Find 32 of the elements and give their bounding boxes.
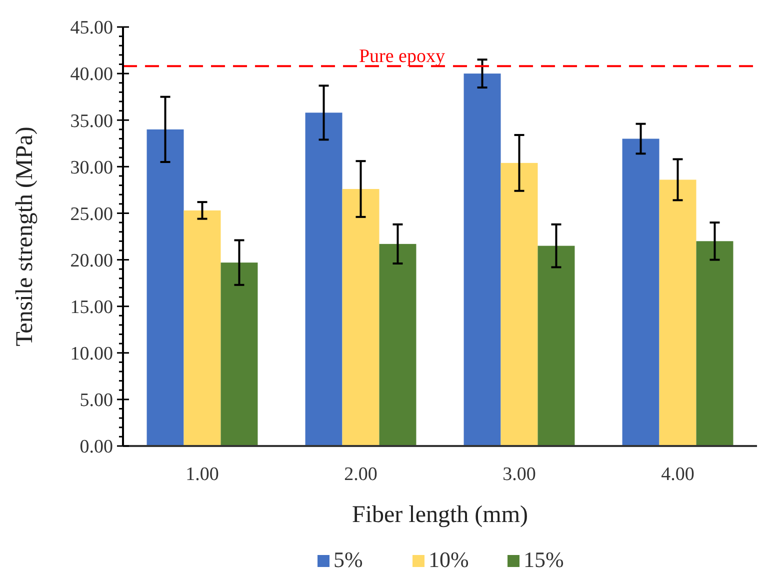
y-tick-label: 10.00: [70, 344, 113, 365]
x-tick-label: 4.00: [661, 464, 694, 485]
y-tick-label: 25.00: [70, 204, 113, 225]
ref-line-label: Pure epoxy: [358, 46, 446, 68]
y-tick-label: 20.00: [70, 250, 113, 272]
y-tick-label: 35.00: [70, 110, 113, 132]
y-axis-title: Tensile strength (MPa): [12, 126, 38, 346]
bar: [659, 180, 696, 446]
y-tick-label: 5.00: [80, 390, 113, 412]
bar: [220, 262, 258, 446]
bar: [538, 246, 575, 446]
legend-label: 10%: [428, 547, 469, 572]
x-tick-label: 2.00: [344, 464, 378, 485]
bar: [305, 112, 342, 446]
bar: [500, 162, 538, 446]
bar: [146, 129, 184, 446]
y-tick-label: 0.00: [80, 436, 113, 458]
legend-label: 5%: [334, 547, 363, 572]
bar: [342, 189, 380, 446]
x-tick-label: 3.00: [502, 464, 536, 485]
y-tick-label: 15.00: [70, 296, 113, 318]
y-tick-label: 40.00: [70, 64, 113, 86]
y-tick-label: 45.00: [70, 18, 113, 39]
bar: [379, 244, 416, 446]
bar: [622, 138, 660, 446]
legend-label: 15%: [524, 547, 564, 572]
y-tick-label: 30.00: [70, 157, 113, 178]
bar: [184, 210, 221, 446]
bar: [696, 241, 734, 446]
x-tick-label: 1.00: [186, 464, 219, 485]
bar: [464, 74, 501, 446]
x-axis-title: Fiber length (mm): [352, 502, 528, 528]
